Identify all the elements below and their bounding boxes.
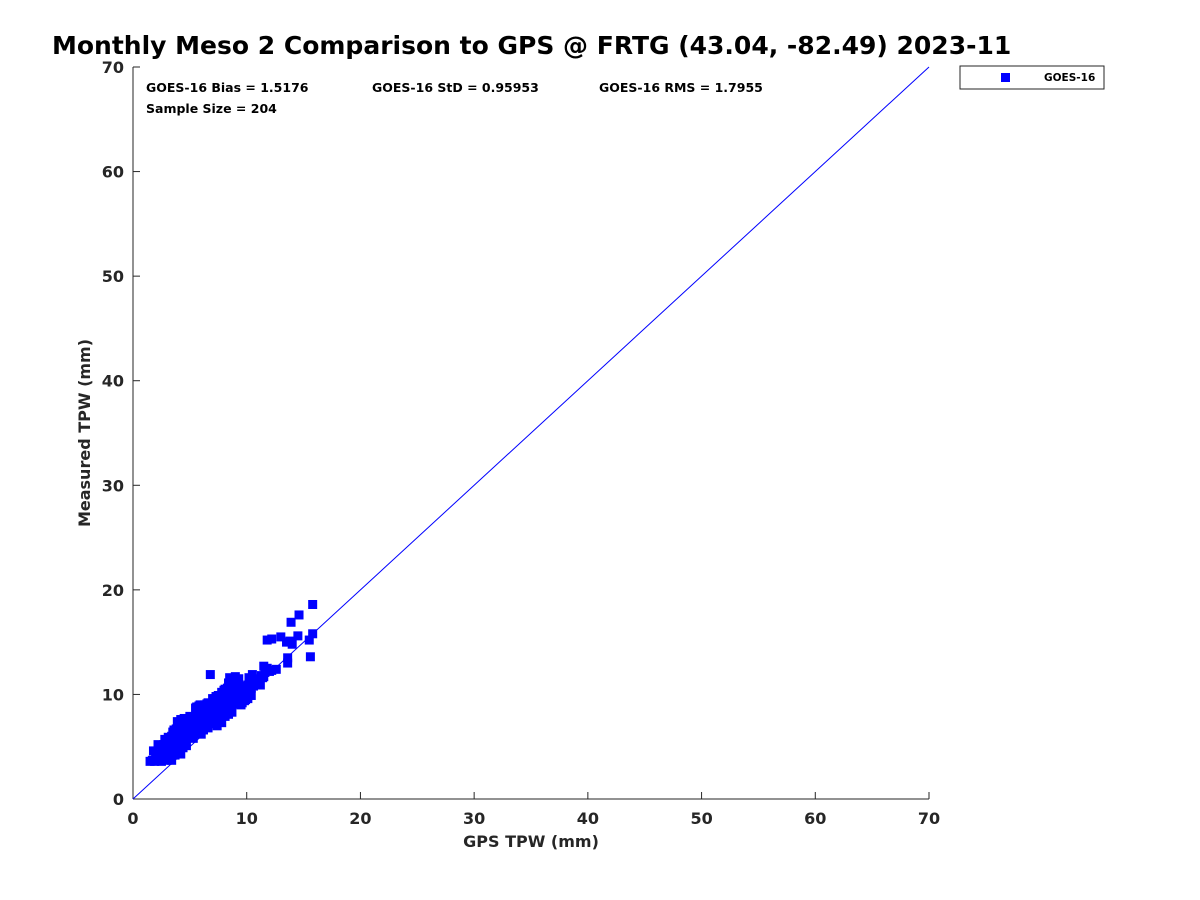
data-point xyxy=(173,745,183,755)
data-point xyxy=(169,741,179,751)
x-tick-label: 30 xyxy=(463,809,485,828)
x-tick-label: 10 xyxy=(236,809,258,828)
data-point xyxy=(308,599,318,609)
data-point xyxy=(178,743,188,753)
data-point xyxy=(262,635,272,645)
y-tick-label: 70 xyxy=(102,58,124,77)
data-point xyxy=(187,715,197,725)
data-point xyxy=(175,730,185,740)
data-point xyxy=(202,722,212,732)
data-point xyxy=(181,717,191,727)
data-point xyxy=(227,707,237,717)
data-point xyxy=(258,673,268,683)
data-point xyxy=(230,672,240,682)
data-point xyxy=(305,652,315,662)
data-point xyxy=(308,629,318,639)
data-point xyxy=(180,734,190,744)
y-tick-label: 40 xyxy=(102,372,124,391)
data-point xyxy=(230,690,240,700)
data-point xyxy=(255,680,265,690)
data-point xyxy=(177,720,187,730)
axes xyxy=(132,67,929,800)
data-point xyxy=(171,724,181,734)
rms-stat: GOES-16 RMS = 1.7955 xyxy=(599,80,763,95)
data-point xyxy=(212,721,222,731)
y-tick-label: 10 xyxy=(102,685,124,704)
x-tick-label: 60 xyxy=(804,809,826,828)
data-point xyxy=(283,658,293,668)
data-point xyxy=(216,709,226,719)
y-tick-label: 60 xyxy=(102,163,124,182)
data-point xyxy=(294,610,304,620)
data-point xyxy=(159,740,169,750)
data-point xyxy=(286,617,296,627)
data-point xyxy=(203,698,213,708)
data-point xyxy=(241,695,251,705)
data-point xyxy=(233,679,243,689)
x-axis-ticks: 0 10 20 30 40 50 60 70 xyxy=(127,792,940,828)
data-point xyxy=(276,632,286,642)
data-point xyxy=(283,653,293,663)
legend-marker xyxy=(1001,73,1010,82)
bias-stat: GOES-16 Bias = 1.5176 xyxy=(146,80,309,95)
data-point xyxy=(205,670,215,680)
data-point xyxy=(271,664,281,674)
data-point xyxy=(214,702,224,712)
data-point xyxy=(267,634,277,644)
y-tick-label: 50 xyxy=(102,267,124,286)
data-point xyxy=(225,673,235,683)
y-axis-label: Measured TPW (mm) xyxy=(75,339,94,527)
data-point xyxy=(287,639,297,649)
data-point xyxy=(188,733,198,743)
x-axis-label: GPS TPW (mm) xyxy=(463,832,599,851)
data-point xyxy=(195,713,205,723)
data-points xyxy=(145,599,318,766)
data-point xyxy=(246,690,256,700)
x-tick-label: 50 xyxy=(690,809,712,828)
data-point xyxy=(238,682,248,692)
y-tick-label: 0 xyxy=(113,790,124,809)
data-point xyxy=(259,661,269,671)
legend-label: GOES-16 xyxy=(1044,72,1095,84)
x-tick-label: 20 xyxy=(349,809,371,828)
y-tick-label: 20 xyxy=(102,581,124,600)
data-point xyxy=(304,635,314,645)
x-tick-label: 40 xyxy=(577,809,599,828)
x-tick-label: 70 xyxy=(918,809,940,828)
data-point xyxy=(224,699,234,709)
data-point xyxy=(194,721,204,731)
data-point xyxy=(247,670,257,680)
data-point xyxy=(194,701,204,711)
legend: GOES-16 xyxy=(959,65,1105,90)
chart-title: Monthly Meso 2 Comparison to GPS @ FRTG … xyxy=(52,31,1011,60)
std-stat: GOES-16 StD = 0.95953 xyxy=(372,80,539,95)
data-point xyxy=(220,684,230,694)
data-point xyxy=(217,718,227,728)
y-tick-label: 30 xyxy=(102,476,124,495)
y-axis-ticks: 0 10 20 30 40 50 60 70 xyxy=(102,58,140,809)
sample-size-stat: Sample Size = 204 xyxy=(146,101,277,116)
data-point xyxy=(153,740,163,750)
data-point xyxy=(154,750,164,760)
x-tick-label: 0 xyxy=(127,809,138,828)
data-point xyxy=(264,666,274,676)
data-point xyxy=(167,755,177,765)
legend-box xyxy=(959,65,1105,90)
data-point xyxy=(293,631,303,641)
